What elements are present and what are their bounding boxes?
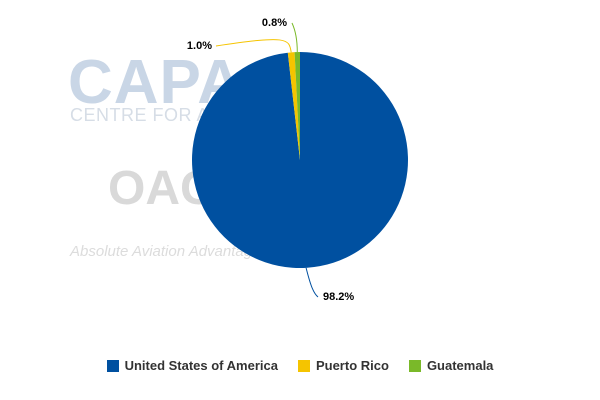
legend: United States of America Puerto Rico Gua…: [0, 358, 600, 373]
pie-slices: [192, 52, 408, 268]
legend-label-puerto-rico: Puerto Rico: [315, 358, 389, 373]
legend-swatch-guatemala: [408, 359, 421, 372]
data-label-usa: 98.2%: [323, 291, 354, 303]
watermark-oag-tagline: Absolute Aviation Advantage: [70, 243, 261, 260]
legend-label-usa: United States of America: [124, 358, 278, 373]
leader-lines: [215, 22, 319, 298]
legend-swatch-usa: [106, 359, 119, 372]
pie-slice-guatemala[interactable]: [294, 52, 300, 160]
data-label-puerto-rico: 1.0%: [187, 40, 212, 52]
legend-item-guatemala[interactable]: Guatemala: [408, 358, 494, 373]
legend-item-puerto-rico[interactable]: Puerto Rico: [297, 358, 389, 373]
legend-item-usa[interactable]: United States of America: [106, 358, 278, 373]
legend-swatch-puerto-rico: [297, 359, 310, 372]
data-label-guatemala: 0.8%: [262, 17, 287, 29]
pie-slice-puerto-rico[interactable]: [287, 52, 300, 160]
leader-line-usa: [305, 267, 319, 298]
leader-line-puerto-rico: [215, 39, 292, 53]
data-labels: 98.2% 1.0% 0.8%: [187, 17, 354, 303]
leader-line-guatemala: [291, 22, 298, 53]
legend-label-guatemala: Guatemala: [426, 358, 494, 373]
